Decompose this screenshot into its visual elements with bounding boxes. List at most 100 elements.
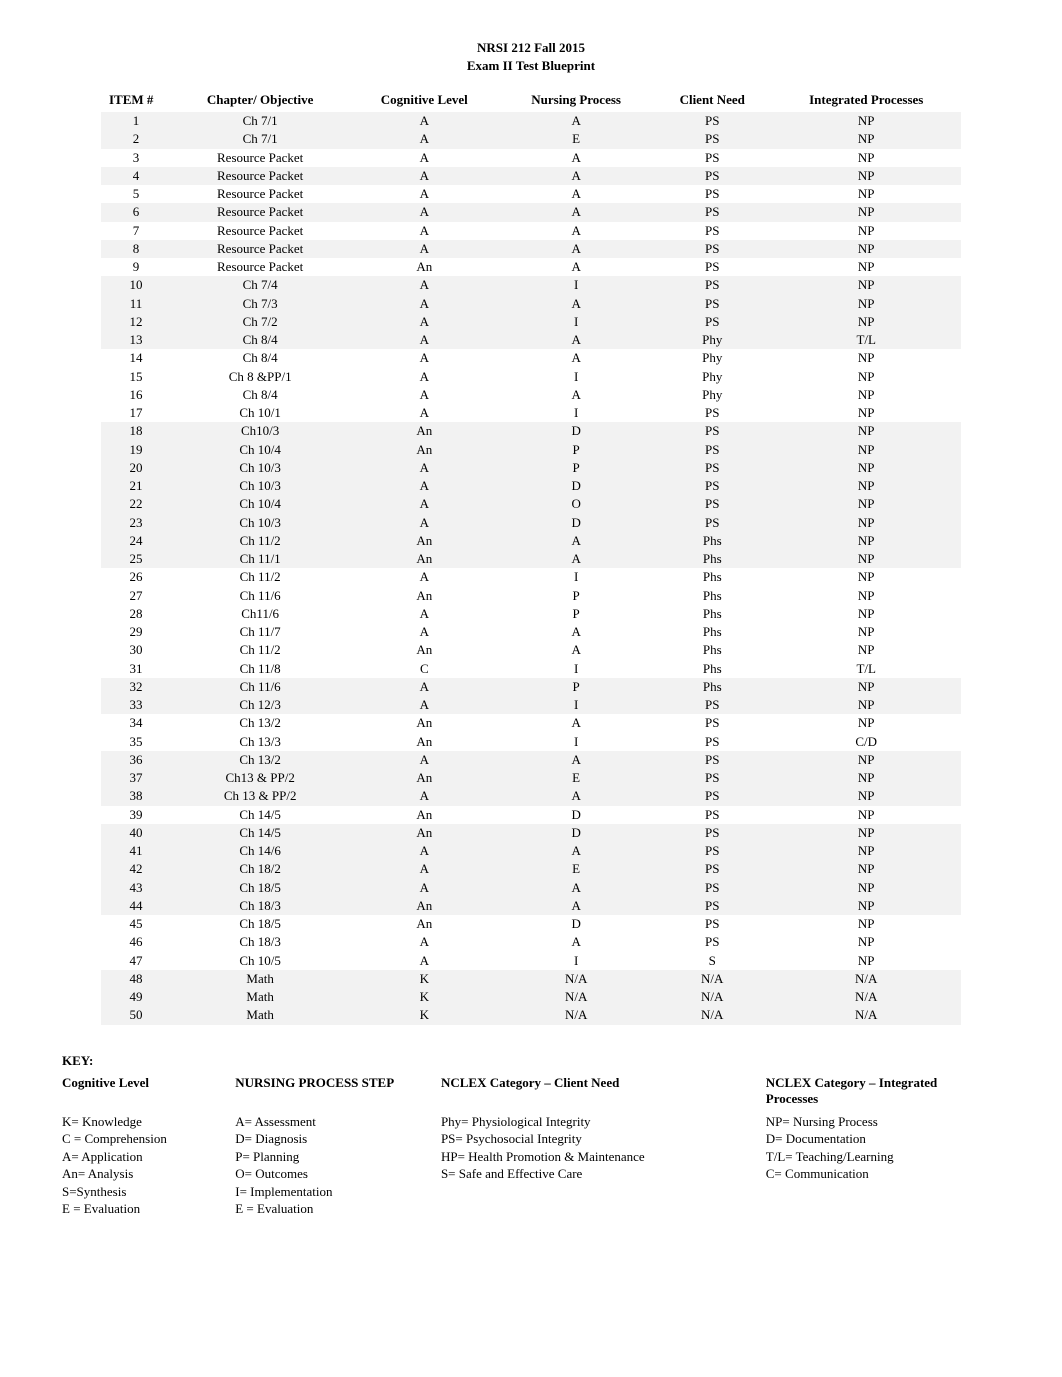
- cell-cognitive: C: [349, 660, 499, 678]
- cell-integrated: NP: [771, 514, 961, 532]
- cell-chapter: Ch 10/3: [171, 459, 349, 477]
- cell-cognitive: A: [349, 203, 499, 221]
- key-client-first: Phy= Physiological Integrity: [439, 1113, 764, 1131]
- cell-client: Phy: [653, 386, 771, 404]
- cell-nursing: A: [499, 897, 653, 915]
- cell-nursing: A: [499, 842, 653, 860]
- cell-client: PS: [653, 313, 771, 331]
- cell-integrated: NP: [771, 222, 961, 240]
- cell-nursing: A: [499, 714, 653, 732]
- cell-item: 1: [101, 112, 171, 130]
- cell-nursing: E: [499, 769, 653, 787]
- cell-item: 35: [101, 733, 171, 751]
- cell-integrated: NP: [771, 842, 961, 860]
- cell-chapter: Ch10/3: [171, 422, 349, 440]
- cell-client: PS: [653, 897, 771, 915]
- cell-client: Phs: [653, 623, 771, 641]
- cell-cognitive: A: [349, 459, 499, 477]
- cell-nursing: E: [499, 860, 653, 878]
- cell-client: PS: [653, 222, 771, 240]
- col-client: Client Need: [653, 88, 771, 112]
- cell-integrated: T/L: [771, 331, 961, 349]
- cell-chapter: Ch 7/1: [171, 130, 349, 148]
- cell-cognitive: A: [349, 952, 499, 970]
- key-client-2: S= Safe and Effective Care: [439, 1165, 764, 1183]
- cell-client: Phs: [653, 532, 771, 550]
- cell-integrated: NP: [771, 422, 961, 440]
- cell-chapter: Ch 12/3: [171, 696, 349, 714]
- cell-item: 3: [101, 149, 171, 167]
- cell-client: PS: [653, 824, 771, 842]
- table-row: 32Ch 11/6APPhsNP: [101, 678, 961, 696]
- cell-chapter: Ch 8 &PP/1: [171, 368, 349, 386]
- col-item: ITEM #: [101, 88, 171, 112]
- cell-client: PS: [653, 495, 771, 513]
- cell-cognitive: A: [349, 514, 499, 532]
- cell-cognitive: An: [349, 897, 499, 915]
- cell-chapter: Ch 10/4: [171, 495, 349, 513]
- cell-chapter: Ch 11/8: [171, 660, 349, 678]
- cell-integrated: NP: [771, 806, 961, 824]
- table-row: 48MathKN/AN/AN/A: [101, 970, 961, 988]
- cell-client: PS: [653, 167, 771, 185]
- cell-integrated: C/D: [771, 733, 961, 751]
- cell-integrated: NP: [771, 240, 961, 258]
- cell-item: 33: [101, 696, 171, 714]
- cell-chapter: Ch 10/1: [171, 404, 349, 422]
- cell-client: PS: [653, 514, 771, 532]
- key-nps-5: E = Evaluation: [233, 1200, 439, 1218]
- cell-item: 5: [101, 185, 171, 203]
- cell-chapter: Math: [171, 988, 349, 1006]
- cell-cognitive: An: [349, 915, 499, 933]
- cell-chapter: Resource Packet: [171, 167, 349, 185]
- key-nps-3: O= Outcomes: [233, 1165, 439, 1183]
- cell-item: 39: [101, 806, 171, 824]
- cell-integrated: NP: [771, 933, 961, 951]
- table-row: 12Ch 7/2AIPSNP: [101, 313, 961, 331]
- cell-chapter: Ch 14/5: [171, 806, 349, 824]
- cell-nursing: I: [499, 568, 653, 586]
- cell-integrated: N/A: [771, 1006, 961, 1024]
- cell-integrated: NP: [771, 641, 961, 659]
- cell-item: 50: [101, 1006, 171, 1024]
- table-row: 6Resource PacketAAPSNP: [101, 203, 961, 221]
- cell-client: PS: [653, 404, 771, 422]
- key-integrated-2: T/L= Teaching/Learning: [764, 1148, 1002, 1166]
- cell-chapter: Math: [171, 1006, 349, 1024]
- table-row: 17Ch 10/1AIPSNP: [101, 404, 961, 422]
- cell-cognitive: An: [349, 641, 499, 659]
- cell-nursing: P: [499, 459, 653, 477]
- cell-integrated: NP: [771, 149, 961, 167]
- cell-client: PS: [653, 842, 771, 860]
- cell-item: 25: [101, 550, 171, 568]
- cell-client: PS: [653, 295, 771, 313]
- cell-integrated: NP: [771, 623, 961, 641]
- cell-item: 24: [101, 532, 171, 550]
- doc-title: NRSI 212 Fall 2015: [60, 40, 1002, 56]
- cell-chapter: Ch 13 & PP/2: [171, 787, 349, 805]
- cell-chapter: Ch 11/1: [171, 550, 349, 568]
- cell-cognitive: A: [349, 185, 499, 203]
- cell-cognitive: A: [349, 276, 499, 294]
- table-row: 49MathKN/AN/AN/A: [101, 988, 961, 1006]
- cell-nursing: A: [499, 222, 653, 240]
- cell-chapter: Ch 14/6: [171, 842, 349, 860]
- key-integrated-0: NP= Nursing Process: [764, 1113, 1002, 1131]
- cell-cognitive: A: [349, 495, 499, 513]
- key-cognitive-2: A= Application: [60, 1148, 233, 1166]
- cell-item: 6: [101, 203, 171, 221]
- cell-nursing: A: [499, 879, 653, 897]
- cell-nursing: A: [499, 787, 653, 805]
- cell-item: 19: [101, 441, 171, 459]
- cell-nursing: I: [499, 368, 653, 386]
- cell-client: Phs: [653, 678, 771, 696]
- cell-item: 10: [101, 276, 171, 294]
- cell-item: 11: [101, 295, 171, 313]
- cell-cognitive: A: [349, 167, 499, 185]
- table-row: 16Ch 8/4AAPhyNP: [101, 386, 961, 404]
- cell-nursing: A: [499, 751, 653, 769]
- cell-nursing: A: [499, 933, 653, 951]
- cell-item: 23: [101, 514, 171, 532]
- cell-integrated: NP: [771, 952, 961, 970]
- cell-cognitive: An: [349, 422, 499, 440]
